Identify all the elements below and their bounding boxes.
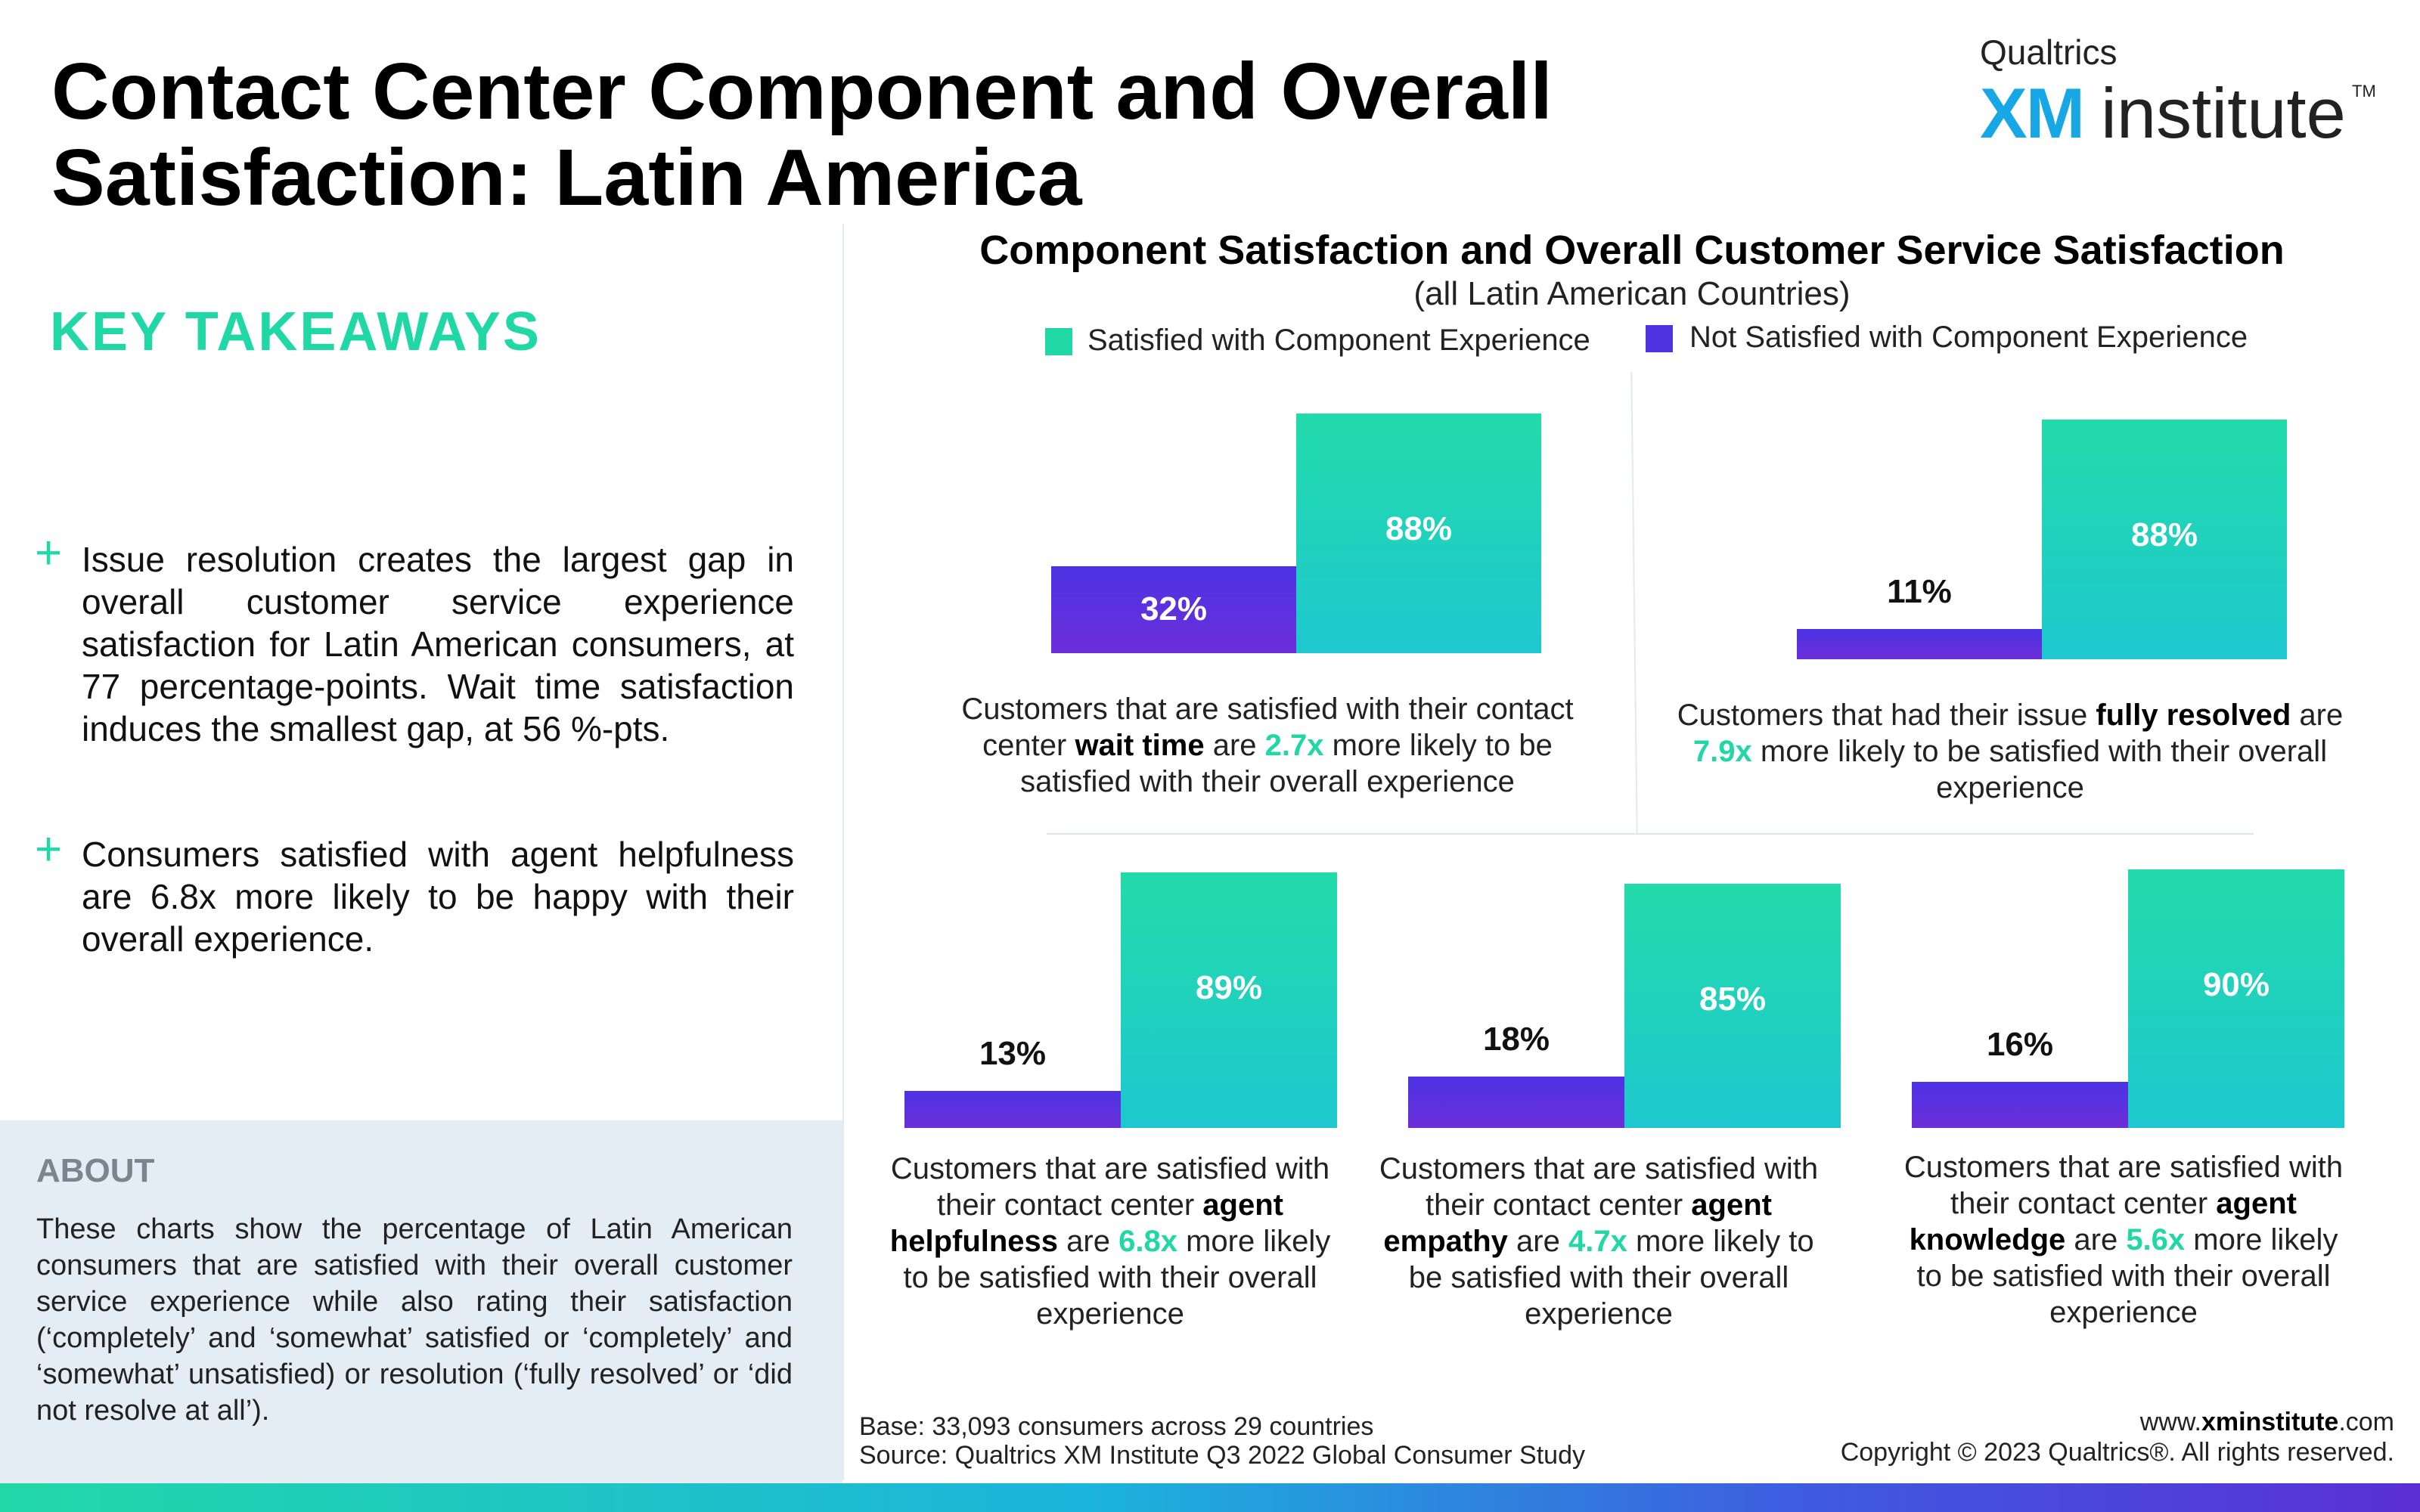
panel-divider <box>1630 372 1638 833</box>
bar-satisfied-agent-knowledge <box>2128 869 2344 1128</box>
value-label-not-satisfied-wait-time: 32% <box>1140 590 1208 627</box>
takeaway-item-1: Issue resolution creates the largest gap… <box>82 540 794 748</box>
chart-title: Component Satisfaction and Overall Custo… <box>979 228 2285 273</box>
value-label-not-satisfied-fully-resolved: 11% <box>1887 573 1952 610</box>
legend-swatch-satisfied <box>1045 328 1072 355</box>
logo-qualtrics-text: Qualtrics <box>1980 33 2118 72</box>
horizontal-divider <box>1047 833 2254 835</box>
value-label-satisfied-agent-empathy: 85% <box>1699 981 1767 1018</box>
caption-fully-resolved: Customers that had their issue fully res… <box>1677 699 2344 804</box>
value-label-not-satisfied-agent-knowledge: 16% <box>1986 1026 2054 1063</box>
caption-agent-helpfulness: Customers that are satisfied with their … <box>889 1152 1331 1331</box>
bar-not-satisfied-wait-time <box>1051 566 1296 653</box>
bar-not-satisfied-agent-empathy <box>1408 1077 1624 1128</box>
footer-copyright: Copyright © 2023 Qualtrics®. All rights … <box>1840 1438 2394 1467</box>
about-heading: ABOUT <box>36 1152 155 1189</box>
plus-icon: + <box>35 823 63 875</box>
bar-not-satisfied-fully-resolved <box>1797 629 2042 659</box>
logo-institute-text: institute <box>2101 73 2346 153</box>
caption-wait-time: Customers that are satisfied with their … <box>961 692 1574 798</box>
bar-satisfied-wait-time <box>1296 414 1541 653</box>
page-title: Contact Center Component and Overall Sat… <box>51 47 1553 222</box>
bar-satisfied-fully-resolved <box>2042 420 2287 659</box>
logo-trademark: TM <box>2352 82 2376 101</box>
footer-source: Source: Qualtrics XM Institute Q3 2022 G… <box>859 1441 1586 1470</box>
caption-agent-knowledge: Customers that are satisfied with their … <box>1903 1151 2344 1329</box>
caption-agent-empathy: Customers that are satisfied with their … <box>1379 1152 1819 1331</box>
value-label-not-satisfied-agent-empathy: 18% <box>1482 1021 1550 1058</box>
takeaway-item-2: Consumers satisfied with agent helpfulne… <box>82 835 794 959</box>
legend-swatch-not-satisfied <box>1646 325 1673 352</box>
footer-base: Base: 33,093 consumers across 29 countri… <box>859 1412 1374 1441</box>
logo-xm-text: XM <box>1980 73 2085 153</box>
value-label-satisfied-agent-knowledge: 90% <box>2202 966 2270 1003</box>
value-label-satisfied-fully-resolved: 88% <box>2130 516 2198 553</box>
bar-satisfied-agent-empathy <box>1624 884 1841 1128</box>
plus-icon: + <box>35 527 63 579</box>
bottom-gradient-strip <box>0 1483 2420 1512</box>
value-label-not-satisfied-agent-helpfulness: 13% <box>979 1035 1047 1072</box>
footer-url[interactable]: www.xminstitute.com <box>2139 1408 2394 1436</box>
about-panel <box>0 1120 842 1485</box>
bar-satisfied-agent-helpfulness <box>1121 872 1337 1128</box>
vertical-divider <box>842 224 844 1480</box>
bar-not-satisfied-agent-knowledge <box>1912 1082 2128 1128</box>
about-text: These charts show the percentage of Lati… <box>36 1213 793 1427</box>
value-label-satisfied-wait-time: 88% <box>1385 510 1453 547</box>
legend-label-satisfied: Satisfied with Component Experience <box>1087 324 1590 357</box>
value-label-satisfied-agent-helpfulness: 89% <box>1195 969 1263 1006</box>
chart-subtitle: (all Latin American Countries) <box>1413 275 1851 312</box>
bar-not-satisfied-agent-helpfulness <box>904 1091 1121 1128</box>
legend-label-not-satisfied: Not Satisfied with Component Experience <box>1689 321 2248 354</box>
key-takeaways-heading: KEY TAKEAWAYS <box>50 302 541 362</box>
